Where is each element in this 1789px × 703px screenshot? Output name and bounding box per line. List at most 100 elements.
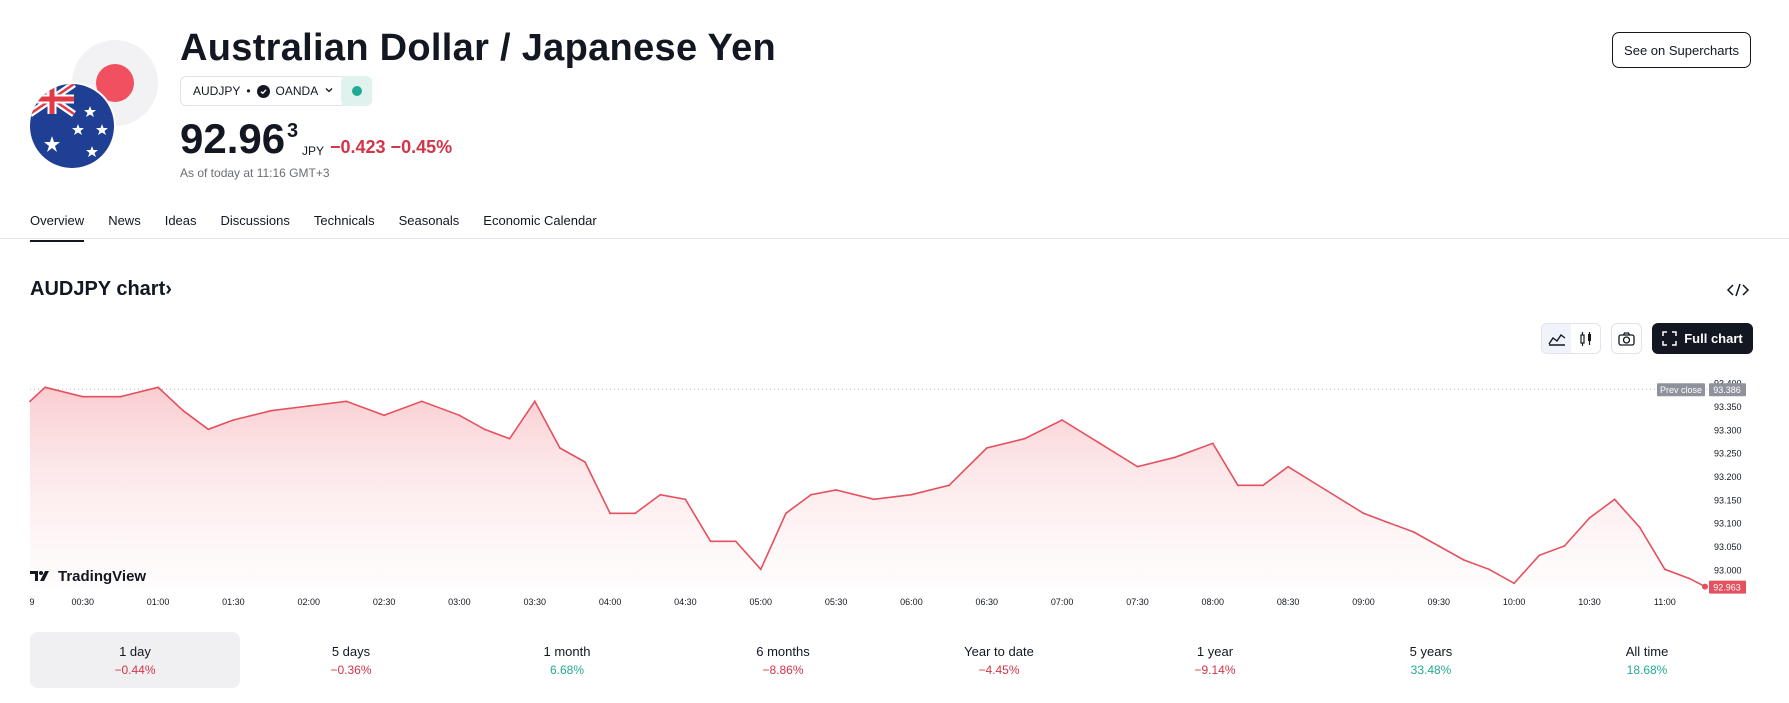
price-superscript: 3 — [287, 120, 299, 142]
data-point — [508, 437, 511, 440]
data-point — [734, 540, 737, 543]
prev-close-label: Prev close — [1660, 385, 1702, 395]
x-tick-label: 03:30 — [523, 597, 546, 607]
x-tick-label: 11:00 — [1654, 597, 1676, 607]
price-change: −0.423 −0.45% — [330, 137, 453, 157]
market-open-dot-icon — [351, 86, 362, 96]
fullscreen-icon — [1662, 331, 1677, 346]
period-label: 5 years — [1409, 643, 1453, 659]
candle-chart-style-button[interactable] — [1571, 324, 1600, 353]
chart-heading-link[interactable]: AUDJPY chart› — [30, 278, 172, 300]
data-point — [1488, 568, 1490, 571]
period-year-to-date[interactable]: Year to date −4.45% — [894, 632, 1104, 688]
period-6-months[interactable]: 6 months −8.86% — [678, 632, 888, 688]
prev-close-value: 93.386 — [1713, 385, 1741, 395]
price-area — [30, 387, 1705, 588]
period-label: Year to date — [964, 643, 1034, 659]
see-on-supercharts-button[interactable]: See on Supercharts — [1612, 32, 1751, 68]
data-point — [207, 428, 210, 431]
tab-seasonals[interactable]: Seasonals — [398, 213, 460, 228]
performance-periods: 1 day −0.44% 5 days −0.36% 1 month 6.68% 6 mon… — [30, 632, 1752, 688]
y-tick-label: 93.250 — [1714, 449, 1742, 459]
tab-overview[interactable]: Overview — [30, 213, 85, 242]
price-chart[interactable]: 93.40093.35093.30093.25093.20093.15093.1… — [0, 360, 1789, 610]
x-tick-label: 03:00 — [448, 597, 471, 607]
tab-news[interactable]: News — [108, 213, 141, 228]
full-chart-button[interactable]: Full chart — [1652, 323, 1753, 354]
data-point — [558, 447, 561, 449]
data-point — [1412, 531, 1415, 533]
tab-technicals[interactable]: Technicals — [313, 213, 375, 228]
last-price-point — [1702, 583, 1708, 590]
data-point — [1174, 456, 1177, 459]
data-point — [1638, 526, 1641, 529]
x-tick-label: 02:30 — [373, 597, 396, 607]
tab-bar: Overview News Ideas Discussions Technicals Se… — [30, 213, 621, 242]
data-point — [1613, 498, 1616, 501]
data-point — [985, 447, 988, 449]
data-point — [1262, 484, 1264, 487]
y-tick-label: 93.000 — [1714, 565, 1742, 575]
x-tick-label: 08:00 — [1202, 597, 1225, 607]
tab-economic-calendar[interactable]: Economic Calendar — [483, 213, 597, 228]
symbol-label: AUDJPY — [193, 84, 241, 98]
x-tick-label: 00:30 — [71, 597, 94, 607]
verified-icon — [256, 84, 270, 98]
period-change: −0.44% — [114, 662, 156, 677]
page-title: Australian Dollar / Japanese Yen — [180, 27, 777, 69]
data-point — [1463, 559, 1465, 561]
candlestick-icon — [1579, 331, 1591, 346]
data-point — [1563, 545, 1566, 547]
snapshot-button[interactable] — [1611, 323, 1642, 354]
data-point — [948, 484, 951, 487]
data-point — [533, 400, 536, 403]
period-1-day[interactable]: 1 day −0.44% — [30, 632, 240, 688]
x-tick-label: 09:30 — [1428, 597, 1451, 607]
x-tick-label: 04:00 — [599, 597, 622, 607]
y-tick-label: 93.200 — [1714, 472, 1742, 482]
period-change: 6.68% — [549, 662, 585, 677]
x-tick-label: 10:00 — [1503, 597, 1526, 607]
period-5-days[interactable]: 5 days −0.36% — [246, 632, 456, 688]
data-point — [182, 409, 185, 412]
data-point — [709, 540, 712, 543]
tab-ideas[interactable]: Ideas — [164, 213, 197, 228]
data-point — [1513, 582, 1516, 585]
tab-discussions[interactable]: Discussions — [220, 213, 290, 228]
chart-style-group — [1541, 323, 1601, 354]
data-point — [157, 386, 159, 389]
period-all-time[interactable]: All time 18.68% — [1542, 632, 1752, 688]
data-point — [584, 461, 586, 463]
x-tick-label: 09:00 — [1352, 597, 1375, 607]
chart-toolbar: Full chart — [1541, 323, 1753, 354]
data-point — [1211, 442, 1214, 445]
embed-code-icon[interactable] — [1726, 281, 1750, 299]
period-5-years[interactable]: 5 years 33.48% — [1326, 632, 1536, 688]
y-tick-label: 93.100 — [1714, 519, 1742, 529]
x-tick-label: 01:00 — [147, 597, 170, 607]
data-point — [81, 395, 84, 398]
data-point — [483, 428, 486, 431]
period-1-month[interactable]: 1 month 6.68% — [462, 632, 672, 688]
data-point — [1136, 465, 1139, 468]
data-point — [1237, 484, 1239, 487]
data-point — [232, 419, 235, 421]
data-point — [119, 395, 122, 398]
area-chart-style-button[interactable] — [1542, 324, 1571, 353]
data-point — [1098, 442, 1101, 445]
data-point — [270, 409, 272, 412]
period-label: 5 days — [331, 643, 371, 659]
data-point — [835, 489, 838, 491]
symbol-selector[interactable]: AUDJPY • OANDA — [180, 76, 348, 106]
data-point — [420, 400, 423, 403]
data-point — [1387, 521, 1390, 524]
period-1-year[interactable]: 1 year −9.14% — [1110, 632, 1320, 688]
y-tick-label: 93.150 — [1714, 495, 1742, 505]
price-line — [29, 386, 1706, 588]
market-status-indicator[interactable] — [341, 76, 372, 106]
y-tick-label: 93.300 — [1714, 425, 1742, 435]
data-point — [634, 512, 637, 515]
period-change: −8.86% — [762, 662, 804, 677]
period-change: 18.68% — [1626, 662, 1668, 677]
period-label: 1 month — [543, 643, 591, 659]
